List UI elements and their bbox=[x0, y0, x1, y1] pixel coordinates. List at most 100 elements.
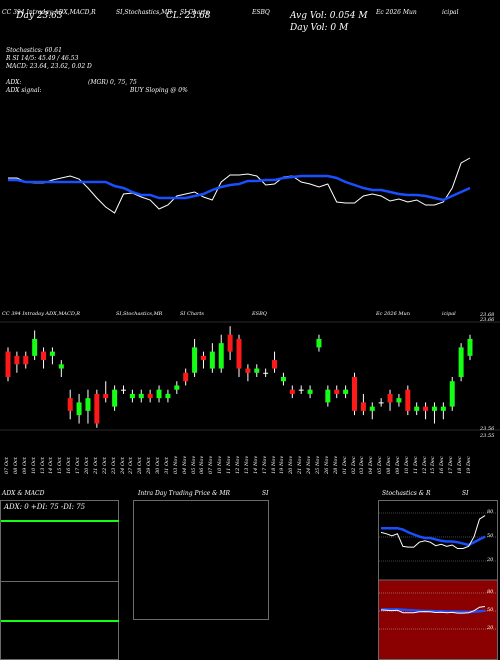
intraday-panel-title: Intra Day Trading Price & MR bbox=[138, 490, 231, 497]
date-label: 18 Nov bbox=[270, 455, 277, 474]
rsi-axis-label: 20 bbox=[487, 625, 494, 631]
date-label: 06 Nov bbox=[199, 455, 206, 474]
candle-body bbox=[121, 389, 126, 391]
date-label: 15 Dec bbox=[430, 456, 437, 474]
candle-body bbox=[245, 368, 251, 373]
candle-body bbox=[183, 372, 189, 382]
date-label: 20 Oct bbox=[83, 457, 90, 474]
candle-body bbox=[32, 338, 38, 356]
candle-body bbox=[5, 351, 11, 377]
candle-body bbox=[254, 368, 260, 373]
candle-body bbox=[334, 389, 340, 394]
title-segment: CC 394 Intraday ADX,MACD,R bbox=[2, 9, 96, 16]
ticker-code: ESBQ bbox=[252, 311, 267, 317]
candle-body bbox=[360, 402, 366, 411]
adx-macd-panel: ADX: 0 +DI: 75 -DI: 75 bbox=[0, 500, 119, 660]
date-label: 07 Oct bbox=[4, 457, 10, 474]
date-label: 12 Nov bbox=[235, 455, 241, 474]
day-price: Day 23.63 bbox=[2, 11, 63, 21]
candle-body bbox=[431, 406, 437, 411]
rsi-axis-label: 50 bbox=[487, 607, 494, 613]
intraday-panel-title-suffix: SI bbox=[262, 490, 269, 497]
date-label: 18 Dec bbox=[457, 456, 464, 474]
candle-body bbox=[369, 406, 375, 411]
rsi-axis-label: 80 bbox=[487, 589, 494, 595]
date-label: 04 Dec bbox=[368, 456, 375, 474]
candle-body bbox=[280, 377, 286, 382]
stoch-d-line bbox=[381, 526, 486, 547]
candle-body bbox=[58, 364, 64, 369]
date-label: 03 Nov bbox=[172, 455, 179, 474]
date-label: 21 Nov bbox=[297, 455, 304, 474]
rsi-background bbox=[379, 580, 497, 659]
title-segment: Ec 2026 Mun bbox=[376, 9, 417, 16]
stochastics-panel-title: Stochastics & R bbox=[382, 490, 431, 497]
candle-body bbox=[218, 343, 224, 369]
date-label: 19 Nov bbox=[279, 455, 286, 474]
date-label: 27 Oct bbox=[128, 457, 135, 474]
date-label: 16 Dec bbox=[439, 456, 446, 474]
date-label: 11 Nov bbox=[226, 455, 233, 474]
candle-body bbox=[405, 389, 411, 411]
date-label: 15 Oct bbox=[57, 457, 64, 474]
stoch-axis-label: 80 bbox=[487, 509, 494, 515]
panel-divider bbox=[1, 581, 119, 582]
date-label: 03 Dec bbox=[359, 456, 366, 474]
candle-body bbox=[103, 393, 109, 399]
candle-body bbox=[289, 389, 295, 394]
date-label: 28 Nov bbox=[332, 455, 339, 474]
candle-body bbox=[209, 351, 215, 369]
candle-body bbox=[165, 393, 171, 399]
adx-di-values: ADX: 0 +DI: 75 -DI: 75 bbox=[4, 503, 86, 511]
date-label: 29 Oct bbox=[146, 457, 153, 474]
indicator-lines-chart bbox=[8, 157, 471, 214]
title-segment: icipal bbox=[442, 311, 456, 317]
candle-body bbox=[192, 347, 198, 373]
title-segment: SI Charts bbox=[180, 311, 204, 317]
intraday-panel bbox=[133, 500, 269, 620]
date-label: 10 Nov bbox=[217, 455, 224, 474]
date-label: 26 Nov bbox=[323, 455, 330, 474]
date-label: 07 Nov bbox=[208, 455, 215, 474]
date-label: 01 Dec bbox=[341, 456, 348, 474]
date-label: 08 Oct bbox=[12, 457, 19, 474]
candle-body bbox=[41, 351, 47, 361]
title-segment: SI,Stochastics,MR bbox=[116, 311, 163, 317]
candle-body bbox=[138, 393, 144, 399]
date-label: 05 Nov bbox=[190, 455, 197, 474]
date-label: 14 Nov bbox=[252, 455, 259, 474]
title-segment: Ec 2026 Mun bbox=[376, 311, 410, 317]
date-label: 23 Oct bbox=[110, 457, 117, 474]
date-label: 09 Oct bbox=[21, 457, 28, 474]
price-axis-label: 23.55 bbox=[480, 433, 495, 439]
price-axis-label: 23.68 bbox=[480, 312, 495, 318]
candle-body bbox=[449, 381, 455, 407]
candle-body bbox=[94, 393, 100, 424]
stochastics-value: Stochastics: 60.61 bbox=[6, 47, 62, 54]
candle-body bbox=[147, 393, 153, 399]
date-label: 04 Nov bbox=[181, 455, 188, 474]
candle-body bbox=[85, 398, 91, 411]
candle-body bbox=[298, 389, 304, 391]
date-label: 09 Dec bbox=[394, 456, 401, 474]
avg-volume: Avg Vol: 0.054 M bbox=[290, 11, 368, 21]
date-label: 19 Dec bbox=[466, 456, 472, 474]
stoch-axis-label: 50 bbox=[487, 533, 494, 539]
date-label: 10 Dec bbox=[403, 456, 410, 474]
macd-value: MACD: 23.64, 23.62, 0.02 D bbox=[6, 63, 92, 70]
price-axis-label: 23.66 bbox=[480, 317, 495, 323]
candle-body bbox=[112, 389, 118, 407]
candle-body bbox=[316, 338, 322, 348]
candle-body bbox=[352, 377, 357, 411]
candle-body bbox=[174, 385, 180, 390]
date-label: 14 Oct bbox=[48, 457, 55, 474]
candle-body bbox=[23, 355, 29, 365]
date-label: 11 Dec bbox=[412, 456, 419, 474]
candle-body bbox=[343, 389, 349, 394]
date-label: 17 Dec bbox=[448, 456, 455, 474]
candle-body bbox=[423, 406, 429, 411]
date-label: 13 Nov bbox=[243, 455, 250, 474]
candle-body bbox=[129, 393, 135, 399]
candle-body bbox=[49, 351, 55, 356]
date-label: 17 Nov bbox=[261, 455, 268, 474]
